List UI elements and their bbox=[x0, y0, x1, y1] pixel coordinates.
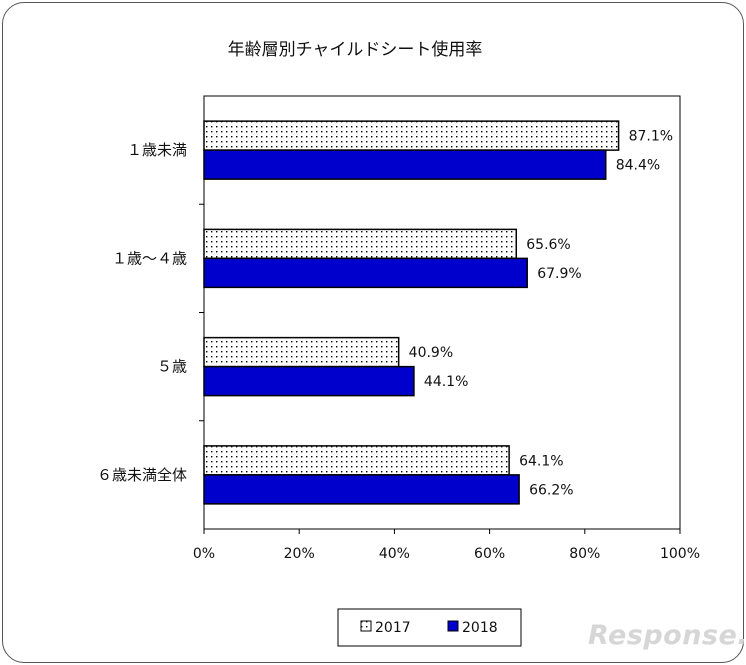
category-label: ６歳未満全体 bbox=[97, 466, 187, 484]
category-label: ５歳 bbox=[157, 358, 187, 376]
x-tick-label: 0% bbox=[193, 546, 215, 562]
response-watermark: Response. bbox=[588, 620, 746, 651]
data-label-2018: 66.2% bbox=[529, 482, 573, 498]
legend-label-2018: 2018 bbox=[462, 620, 498, 636]
x-tick-label: 80% bbox=[569, 546, 600, 562]
bar-2017 bbox=[203, 445, 510, 476]
bar-2018 bbox=[203, 474, 520, 505]
data-label-2018: 44.1% bbox=[424, 374, 468, 390]
data-label-2018: 67.9% bbox=[537, 266, 581, 282]
bar-2018 bbox=[203, 257, 528, 289]
data-label-2018: 84.4% bbox=[616, 158, 660, 174]
bar-2017 bbox=[203, 120, 620, 151]
data-label-2017: 40.9% bbox=[409, 345, 453, 361]
category-label: １歳未満 bbox=[127, 141, 187, 159]
data-label-2017: 65.6% bbox=[526, 237, 570, 253]
x-tick-label: 40% bbox=[379, 546, 410, 562]
legend-swatch-2018 bbox=[447, 620, 459, 632]
category-label: １歳～４歳 bbox=[112, 249, 187, 267]
legend-swatch-2017 bbox=[360, 620, 372, 632]
bar-2018 bbox=[203, 149, 607, 180]
legend-label-2017: 2017 bbox=[375, 620, 411, 636]
data-label-2017: 87.1% bbox=[629, 129, 673, 145]
x-tick-label: 60% bbox=[474, 546, 505, 562]
data-label-2017: 64.1% bbox=[519, 453, 563, 469]
x-tick-label: 100% bbox=[660, 546, 700, 562]
bar-2018 bbox=[203, 365, 415, 397]
bar-2017 bbox=[203, 228, 518, 260]
bar-2017 bbox=[203, 336, 400, 368]
x-tick-label: 20% bbox=[284, 546, 315, 562]
chart-title: 年齢層別チャイルドシート使用率 bbox=[228, 39, 483, 60]
